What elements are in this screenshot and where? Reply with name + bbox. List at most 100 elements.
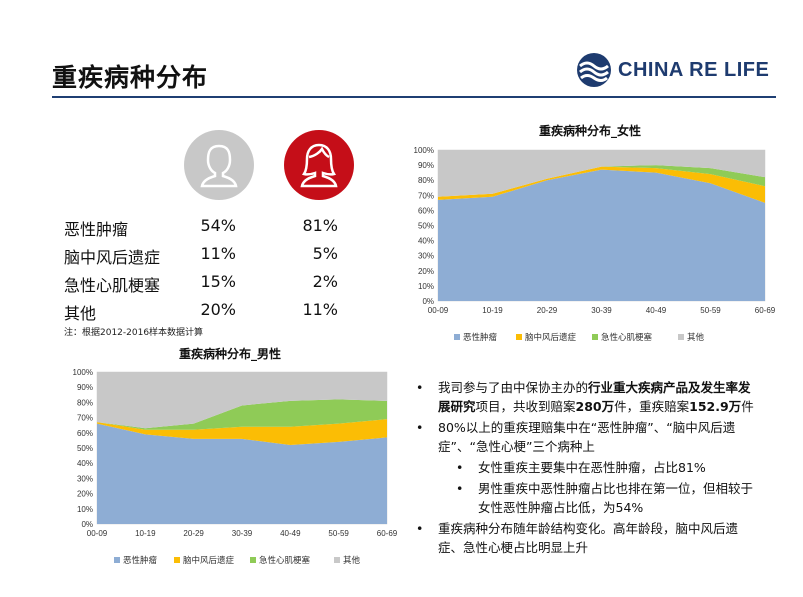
bullet-dot: •: [416, 420, 424, 435]
bullet-bold-text: 行业重大疾病产品及发生率发展研究: [438, 380, 751, 414]
legend-label: 其他: [343, 555, 361, 566]
y-tick-label: 20%: [77, 490, 93, 499]
stats-row: 急性心肌梗塞 15% 2%: [64, 272, 344, 300]
male-share: 15%: [200, 272, 236, 291]
bullet-item: • 重疾病种分布随年龄结构变化。高年龄段，脑中风后遗症、急性心梗占比明显上升: [416, 519, 762, 557]
stats-row: 其他 20% 11%: [64, 300, 344, 328]
legend-swatch: [334, 557, 340, 563]
male-person-icon: [200, 144, 238, 188]
female-share: 2%: [312, 272, 338, 291]
legend-label: 急性心肌梗塞: [259, 555, 311, 566]
x-tick-label: 40-49: [646, 306, 667, 315]
title-divider: [52, 96, 776, 98]
x-tick-label: 00-09: [87, 529, 108, 538]
x-tick-label: 30-39: [591, 306, 612, 315]
logo-text: CHINA RE LIFE: [618, 58, 770, 81]
y-tick-label: 100%: [73, 368, 93, 377]
area-series-恶性肿瘤: [438, 169, 765, 301]
stats-row: 恶性肿瘤 54% 81%: [64, 216, 344, 244]
bullet-text: 女性重疾主要集中在恶性肿瘤，占比81%: [478, 460, 706, 475]
y-tick-label: 30%: [77, 474, 93, 483]
y-tick-label: 0%: [422, 297, 434, 306]
bullet-item: • 80%以上的重疾理赔集中在“恶性肿瘤”、“脑中风后遗症”、“急性心梗”三个病…: [416, 418, 762, 456]
bullet-text: 我司参与了由中保协主办的: [438, 380, 589, 395]
x-tick-label: 00-09: [428, 306, 449, 315]
y-tick-label: 100%: [414, 146, 434, 155]
x-tick-label: 20-29: [537, 306, 558, 315]
male-avatar: [184, 130, 254, 200]
sub-bullet-item: • 男性重疾中恶性肿瘤占比也排在第一位，但相较于女性恶性肿瘤占比低，为54%: [416, 479, 762, 517]
male-share: 11%: [200, 244, 236, 263]
company-logo: CHINA RE LIFE: [576, 52, 769, 88]
bullet-text: 重疾病种分布随年龄结构变化。高年龄段，脑中风后遗症、急性心梗占比明显上升: [438, 521, 739, 555]
bullet-text: 项目，共收到赔案: [475, 399, 576, 414]
male-chart: 0% 10% 20% 30% 40% 50% 60% 70% 80% 90% 100% 00-09 10…: [73, 368, 398, 566]
legend-swatch: [678, 334, 684, 340]
female-share: 11%: [302, 300, 338, 319]
disease-label: 急性心肌梗塞: [64, 276, 161, 295]
area-series-急性心肌梗塞: [97, 399, 387, 430]
female-chart: 0% 10% 20% 30% 40% 50% 60% 70% 80% 90% 100% 00-09 10…: [414, 146, 776, 343]
sub-bullet-item: • 女性重疾主要集中在恶性肿瘤，占比81%: [416, 458, 762, 477]
bullet-dot: •: [416, 380, 424, 395]
legend-swatch: [174, 557, 180, 563]
legend-label: 脑中风后遗症: [525, 332, 577, 343]
legend-swatch: [592, 334, 598, 340]
x-tick-label: 10-19: [135, 529, 156, 538]
x-tick-label: 60-69: [755, 306, 776, 315]
y-tick-label: 80%: [77, 398, 93, 407]
y-tick-label: 20%: [418, 267, 434, 276]
male-chart-title: 重疾病种分布_男性: [178, 347, 281, 361]
bullet-bold-text: 280万: [575, 399, 615, 414]
bullet-text: 件: [741, 399, 754, 414]
wave-logo-icon: [577, 53, 611, 87]
bullet-dot: •: [456, 481, 464, 496]
findings-list: • 我司参与了由中保协主办的行业重大疾病产品及发生率发展研究项目，共收到赔案28…: [416, 378, 762, 559]
legend-swatch: [454, 334, 460, 340]
legend-swatch: [516, 334, 522, 340]
bullet-dot: •: [456, 460, 464, 475]
y-tick-label: 10%: [418, 282, 434, 291]
male-share: 54%: [200, 216, 236, 235]
legend-label: 恶性肿瘤: [123, 555, 158, 566]
stats-row: 脑中风后遗症 11% 5%: [64, 244, 344, 272]
bullet-bold-text: 152.9万: [689, 399, 742, 414]
x-tick-label: 30-39: [232, 529, 253, 538]
y-tick-label: 90%: [77, 383, 93, 392]
page-title: 重疾病种分布: [52, 63, 209, 92]
x-tick-label: 60-69: [377, 529, 398, 538]
legend-label: 恶性肿瘤: [463, 332, 498, 343]
data-source-note: 注：根据2012-2016样本数据计算: [64, 328, 204, 338]
y-tick-label: 70%: [418, 191, 434, 200]
male-share: 20%: [200, 300, 236, 319]
area-series-其他: [97, 372, 387, 429]
y-tick-label: 40%: [77, 459, 93, 468]
y-tick-label: 30%: [418, 252, 434, 261]
y-tick-label: 70%: [77, 414, 93, 423]
x-tick-label: 40-49: [280, 529, 301, 538]
legend-label: 急性心肌梗塞: [601, 332, 653, 343]
bullet-text: 男性重疾中恶性肿瘤占比也排在第一位，但相较于女性恶性肿瘤占比低，为54%: [478, 481, 754, 515]
area-series-恶性肿瘤: [97, 423, 387, 524]
area-series-其他: [438, 150, 765, 197]
x-tick-label: 50-59: [700, 306, 721, 315]
area-series-脑中风后遗症: [97, 419, 387, 445]
x-tick-label: 50-59: [328, 529, 349, 538]
claims-stats-table: 恶性肿瘤 54% 81% 脑中风后遗症 11% 5% 急性心肌梗塞 15% 2%…: [64, 216, 344, 328]
y-tick-label: 40%: [418, 237, 434, 246]
female-person-icon: [300, 143, 338, 188]
bullet-text: 80%以上的重疾理赔集中在“恶性肿瘤”、“脑中风后遗症”、“急性心梗”三个病种上: [438, 420, 736, 454]
y-tick-label: 0%: [81, 520, 93, 529]
y-tick-label: 50%: [77, 444, 93, 453]
y-tick-label: 10%: [77, 505, 93, 514]
y-tick-label: 80%: [418, 176, 434, 185]
female-avatar: [284, 130, 354, 200]
y-tick-label: 60%: [77, 429, 93, 438]
x-tick-label: 10-19: [482, 306, 503, 315]
disease-label: 恶性肿瘤: [64, 220, 129, 239]
legend-label: 脑中风后遗症: [183, 555, 235, 566]
legend-swatch: [114, 557, 120, 563]
bullet-text: 件，重疾赔案: [614, 399, 690, 414]
legend-label: 其他: [687, 332, 705, 343]
female-share: 5%: [312, 244, 338, 263]
